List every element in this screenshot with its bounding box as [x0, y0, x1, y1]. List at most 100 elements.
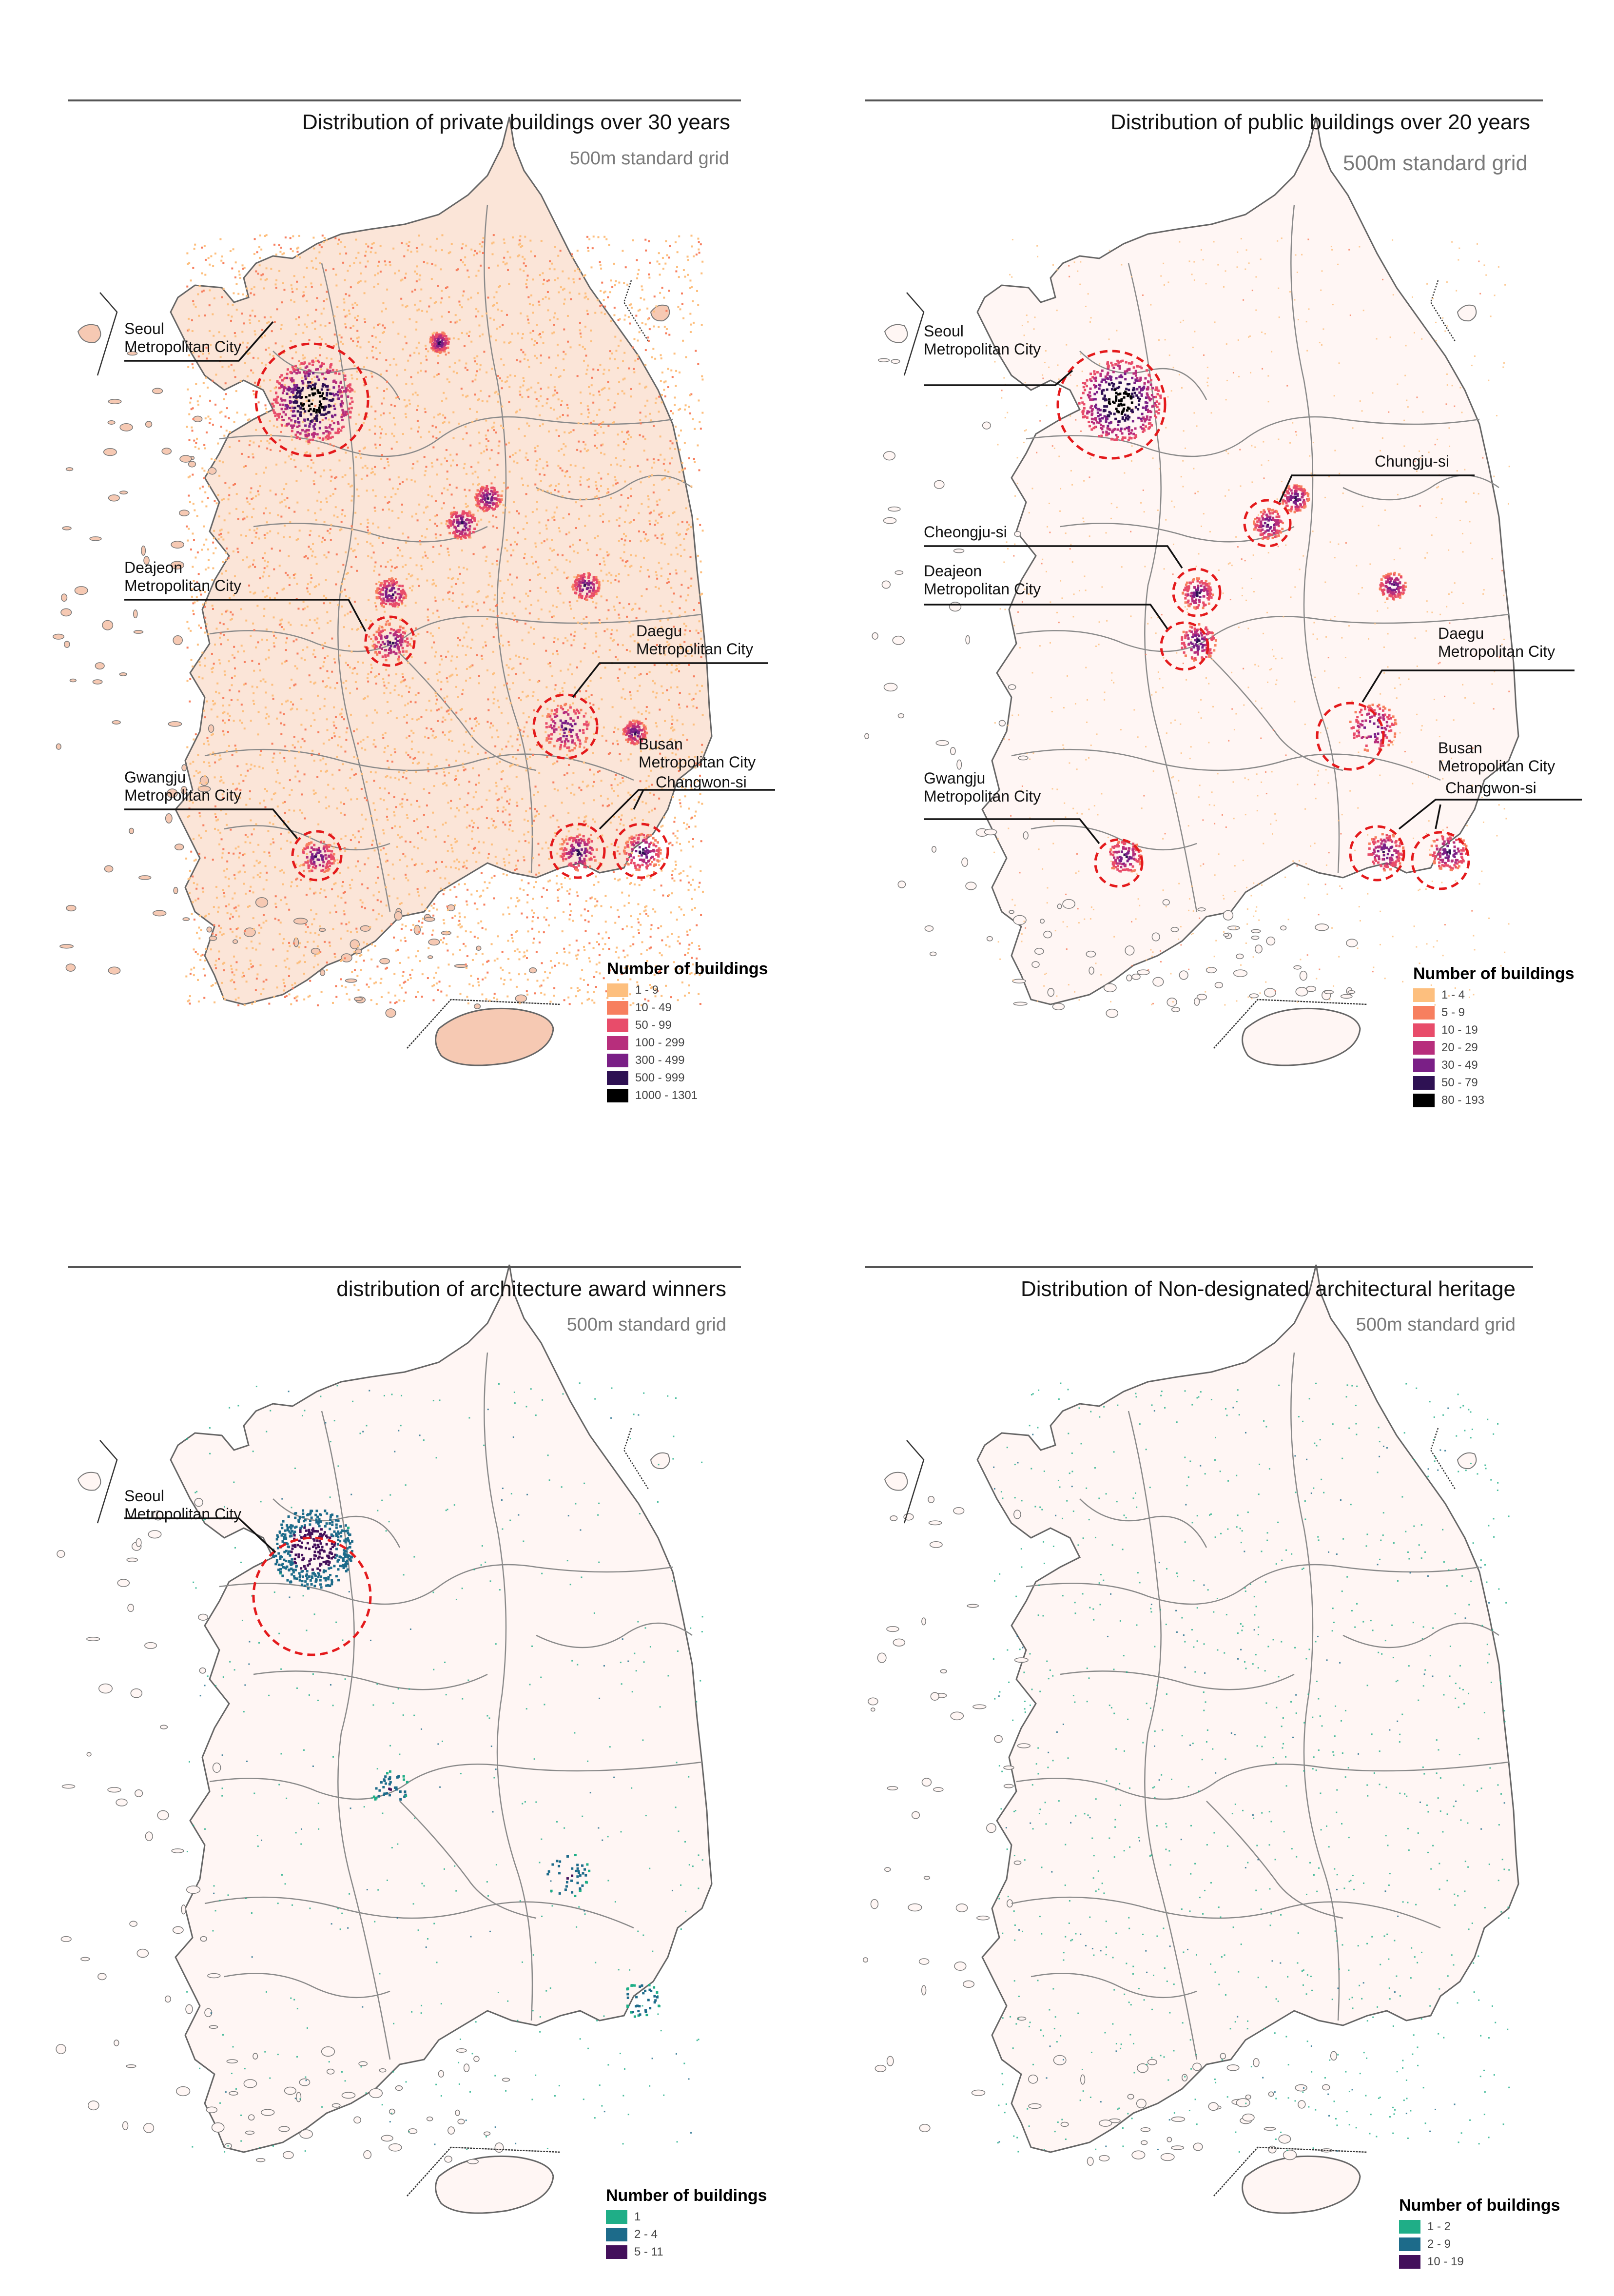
panel-subtitle: 500m standard grid: [1342, 151, 1528, 175]
callout-label: Deajeon: [124, 559, 182, 576]
callout-leader: [1398, 799, 1582, 830]
jeju-island: [435, 2155, 554, 2214]
callout-leader: [572, 662, 768, 698]
panel-subtitle: 500m standard grid: [1356, 1315, 1516, 1335]
callout-label-line2: Metropolitan City: [924, 787, 1041, 805]
jeju-island: [1242, 1007, 1361, 1066]
legend-item: 1 - 9: [607, 981, 768, 999]
legend-item: 1000 - 1301: [607, 1087, 768, 1104]
legend-swatch: [607, 983, 628, 997]
island-ne: [650, 1452, 670, 1470]
callout-label: Daegu: [1438, 625, 1484, 642]
region-boundaries: [204, 204, 702, 912]
callout-label-line2: Metropolitan City: [1438, 643, 1555, 660]
legend-swatch: [1413, 1006, 1435, 1020]
jeju-island: [435, 1007, 554, 1066]
callout-circle: [1411, 831, 1470, 890]
callout-label-line2: Metropolitan City: [924, 340, 1041, 358]
legend-item: 50 - 79: [1413, 1074, 1575, 1092]
land-outline: [170, 117, 713, 1005]
callout-circle: [532, 693, 599, 760]
callout-circle: [613, 823, 669, 879]
callout-circle: [549, 823, 606, 879]
title-rule: [68, 99, 741, 101]
inset-frame-jeju: [407, 999, 561, 1049]
legend-swatch: [1399, 2220, 1420, 2234]
grid-cells: [992, 1382, 1510, 2153]
jeju-island: [1242, 2155, 1361, 2214]
legend-label: 1: [634, 2210, 641, 2223]
legend-title: Number of buildings: [607, 960, 768, 978]
legend-item: 2 - 9: [1399, 2236, 1560, 2253]
map-panel-private-buildings: Seoul Metropolitan City Deajeon Metropolita…: [0, 0, 807, 1148]
panel-subtitle: 500m standard grid: [566, 1315, 726, 1335]
legend-swatch: [1399, 2255, 1420, 2269]
island-nw: [77, 324, 101, 343]
legend-item: 1 - 4: [1413, 986, 1575, 1004]
panel-title: distribution of architecture award winne…: [336, 1277, 726, 1301]
coastal-islands: [53, 351, 537, 1018]
legend-item: 300 - 499: [607, 1052, 768, 1069]
legend-label: 2 - 4: [634, 2228, 658, 2241]
legend: Number of buildings 1 - 2 2 - 9 10 - 19: [1399, 2196, 1560, 2271]
panel-title: Distribution of private buildings over 3…: [302, 110, 730, 134]
callout-label: Changwon-si: [656, 773, 747, 791]
callout-label: Chungju-si: [1375, 452, 1449, 470]
callout-leader: [124, 1517, 276, 1553]
legend-swatch: [607, 1089, 628, 1102]
legend-label: 2 - 9: [1427, 2237, 1451, 2251]
map-panel-heritage: Distribution of Non-designated architect…: [807, 1148, 1614, 2296]
legend-item: 10 - 49: [607, 999, 768, 1017]
coastal-islands: [862, 1495, 1338, 2166]
grid-cells: [186, 1382, 703, 2153]
inset-frame-jeju: [1213, 2146, 1368, 2197]
callout-leader: [599, 789, 775, 830]
callout-label: Seoul: [124, 1487, 164, 1505]
callout-leader: [1361, 669, 1575, 703]
legend-items: 1 - 9 10 - 49 50 - 99 100 - 299 300 - 499 500…: [607, 981, 768, 1104]
callout-circle: [1160, 621, 1209, 671]
callout-leader: [924, 604, 1168, 630]
callout-circle: [1316, 702, 1385, 771]
callout-label: Busan: [639, 735, 683, 753]
callout-label: Cheongju-si: [924, 523, 1007, 541]
callout-circle: [1056, 350, 1167, 460]
legend-item: 10 - 19: [1413, 1021, 1575, 1039]
panel-title: Distribution of Non-designated architect…: [1020, 1277, 1516, 1301]
legend-title: Number of buildings: [606, 2186, 767, 2205]
callout-label: Seoul: [124, 320, 164, 337]
legend-swatch: [1413, 988, 1435, 1002]
legend-label: 1 - 9: [635, 983, 659, 997]
callout-label: Gwangju: [924, 769, 985, 787]
legend-label: 10 - 19: [1441, 1023, 1478, 1037]
legend-item: 5 - 11: [606, 2243, 767, 2261]
title-rule: [68, 1266, 741, 1268]
legend-item: 1 - 2: [1399, 2218, 1560, 2236]
inset-frame-nw: [97, 292, 118, 376]
legend-label: 50 - 99: [635, 1019, 672, 1032]
callout: Changwon-si: [1411, 779, 1536, 890]
legend-label: 20 - 29: [1441, 1041, 1478, 1054]
coastal-islands: [56, 1498, 510, 2164]
legend-swatch: [1413, 1041, 1435, 1055]
legend-label: 300 - 499: [635, 1054, 685, 1067]
legend-item: 5 - 9: [1413, 1004, 1575, 1021]
callout-label-line2: Metropolitan City: [1438, 757, 1555, 775]
callout: Changwon-si: [613, 773, 747, 879]
legend-label: 50 - 79: [1441, 1076, 1478, 1089]
legend: Number of buildings 1 2 - 4 5 - 11: [606, 2186, 767, 2261]
callout-circle: [364, 615, 416, 667]
island-ne: [1457, 304, 1477, 322]
inset-frame-ne: [623, 1428, 649, 1490]
callout-leader: [124, 599, 367, 632]
callout-leader: [1279, 474, 1475, 503]
land-outline: [170, 1264, 713, 2153]
